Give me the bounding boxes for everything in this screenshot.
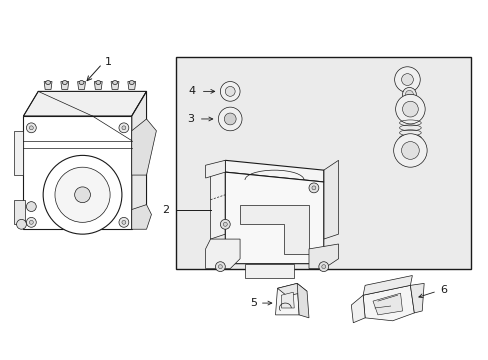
Circle shape	[405, 90, 412, 98]
Circle shape	[26, 217, 36, 227]
Ellipse shape	[62, 81, 67, 85]
Polygon shape	[297, 283, 308, 318]
Ellipse shape	[129, 81, 134, 85]
Circle shape	[220, 219, 230, 229]
Circle shape	[402, 101, 417, 117]
Text: 2: 2	[162, 204, 169, 215]
Polygon shape	[225, 160, 323, 182]
Circle shape	[119, 217, 128, 227]
Polygon shape	[210, 160, 225, 239]
Circle shape	[225, 86, 235, 96]
Polygon shape	[23, 91, 146, 116]
Polygon shape	[94, 82, 102, 89]
Polygon shape	[363, 285, 413, 321]
Circle shape	[308, 183, 318, 193]
Circle shape	[43, 156, 122, 234]
Ellipse shape	[112, 81, 117, 85]
Text: 5: 5	[249, 298, 256, 308]
Circle shape	[17, 219, 26, 229]
Circle shape	[26, 202, 36, 212]
Polygon shape	[281, 292, 294, 308]
Circle shape	[401, 74, 412, 85]
Circle shape	[55, 167, 110, 222]
Polygon shape	[14, 131, 23, 175]
Polygon shape	[131, 119, 156, 175]
Circle shape	[224, 113, 236, 125]
Polygon shape	[131, 91, 146, 229]
Text: 6: 6	[439, 285, 446, 295]
Circle shape	[223, 222, 227, 226]
Circle shape	[394, 67, 419, 93]
Circle shape	[318, 262, 328, 271]
Polygon shape	[350, 295, 365, 323]
Polygon shape	[323, 160, 338, 239]
Circle shape	[218, 265, 222, 269]
Text: 3: 3	[186, 114, 193, 124]
Polygon shape	[127, 82, 136, 89]
Polygon shape	[363, 275, 411, 295]
Polygon shape	[240, 204, 308, 254]
Circle shape	[122, 126, 125, 130]
Circle shape	[311, 186, 315, 190]
Ellipse shape	[79, 81, 84, 85]
Polygon shape	[409, 283, 423, 313]
Polygon shape	[277, 283, 306, 296]
Polygon shape	[205, 239, 240, 269]
Circle shape	[215, 262, 225, 271]
Polygon shape	[205, 160, 225, 178]
Ellipse shape	[45, 81, 50, 85]
Circle shape	[395, 94, 424, 124]
Polygon shape	[44, 82, 52, 89]
Circle shape	[218, 107, 242, 131]
Polygon shape	[372, 293, 402, 315]
Polygon shape	[111, 82, 119, 89]
Polygon shape	[225, 172, 323, 264]
Polygon shape	[23, 116, 131, 229]
Circle shape	[75, 187, 90, 203]
Circle shape	[29, 126, 33, 130]
Circle shape	[321, 265, 325, 269]
Circle shape	[402, 87, 415, 101]
Ellipse shape	[96, 81, 101, 85]
Circle shape	[119, 123, 128, 133]
Polygon shape	[61, 82, 69, 89]
Circle shape	[29, 220, 33, 224]
Bar	[176, 57, 470, 269]
Circle shape	[220, 82, 240, 101]
Polygon shape	[244, 264, 294, 278]
Polygon shape	[78, 82, 85, 89]
Text: 4: 4	[188, 86, 195, 96]
Polygon shape	[275, 283, 299, 315]
Polygon shape	[308, 244, 338, 269]
Polygon shape	[131, 204, 151, 229]
Circle shape	[122, 220, 125, 224]
Text: 1: 1	[105, 57, 112, 67]
Polygon shape	[14, 200, 25, 224]
Circle shape	[26, 123, 36, 133]
Circle shape	[393, 134, 426, 167]
Circle shape	[401, 141, 418, 159]
